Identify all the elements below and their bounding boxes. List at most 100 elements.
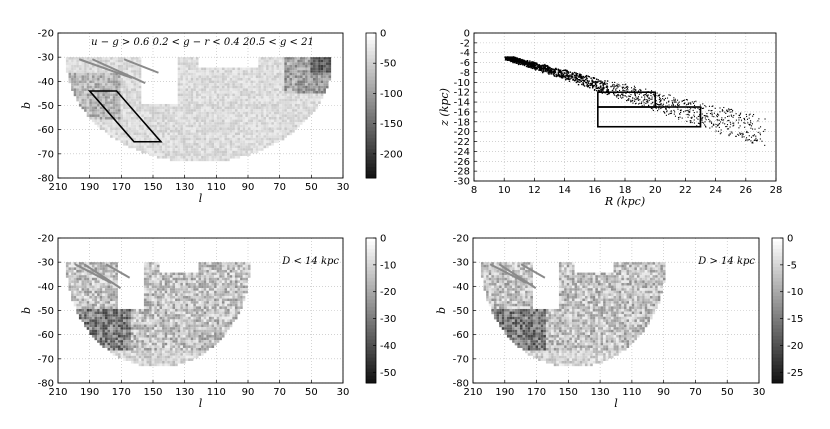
heatmap-cell xyxy=(214,98,217,102)
heatmap-cell xyxy=(94,114,98,117)
scatter-point xyxy=(674,115,677,117)
scatter-point xyxy=(585,77,588,79)
heatmap-cell xyxy=(73,59,77,63)
heatmap-cell xyxy=(263,132,267,136)
heatmap-cell xyxy=(240,77,243,81)
heatmap-cell xyxy=(102,329,105,333)
heatmap-cell xyxy=(245,90,248,94)
heatmap-cell xyxy=(320,59,324,63)
heatmap-cell xyxy=(156,127,160,130)
scatter-point xyxy=(733,122,735,124)
heatmap-cell xyxy=(102,293,105,296)
heatmap-cell xyxy=(91,314,95,317)
heatmap-cell xyxy=(185,109,189,112)
heatmap-cell xyxy=(149,122,152,125)
heatmap-cell xyxy=(175,140,178,143)
heatmap-cell xyxy=(224,158,228,162)
scatter-point xyxy=(562,73,565,76)
heatmap-cell xyxy=(169,129,173,133)
heatmap-cell xyxy=(253,150,256,154)
heatmap-cell xyxy=(99,88,103,91)
heatmap-cell xyxy=(97,124,100,128)
heatmap-cell xyxy=(214,101,217,104)
heatmap-cell xyxy=(76,90,79,94)
heatmap-cell xyxy=(245,93,248,97)
heatmap-cell xyxy=(271,90,274,94)
heatmap-cell xyxy=(240,148,243,151)
heatmap-cell xyxy=(112,75,116,78)
heatmap-cell xyxy=(99,96,103,99)
scatter-point xyxy=(741,136,743,138)
heatmap-cell xyxy=(97,321,100,325)
scatter-point xyxy=(733,114,735,117)
heatmap-cell xyxy=(188,75,191,78)
heatmap-cell xyxy=(266,145,269,149)
heatmap-cell xyxy=(268,103,272,107)
scatter-point xyxy=(674,100,676,102)
heatmap-cell xyxy=(123,96,126,99)
heatmap-cell xyxy=(211,83,215,86)
heatmap-cell xyxy=(190,137,194,141)
scatter-point xyxy=(644,99,646,101)
heatmap-cell xyxy=(237,116,241,120)
heatmap-cell xyxy=(276,93,280,97)
heatmap-cell xyxy=(172,148,176,151)
heatmap-cell xyxy=(102,109,105,112)
heatmap-cell xyxy=(258,137,261,141)
heatmap-cell xyxy=(164,140,168,143)
scatter-point xyxy=(690,102,692,104)
heatmap-cell xyxy=(201,124,204,128)
heatmap-cell xyxy=(271,129,274,133)
scatter-point xyxy=(668,94,670,96)
heatmap-cell xyxy=(286,124,290,128)
scatter-point xyxy=(645,88,647,90)
heatmap-cell xyxy=(185,77,189,81)
scatter-point xyxy=(743,117,745,119)
heatmap-cell xyxy=(201,77,204,81)
heatmap-cell xyxy=(240,83,243,86)
scatter-point xyxy=(505,58,508,60)
heatmap-cell xyxy=(279,90,282,94)
heatmap-cell xyxy=(255,90,259,94)
scatter-point xyxy=(729,121,731,123)
heatmap-cell xyxy=(216,132,220,136)
heatmap-cell xyxy=(318,88,321,91)
heatmap-cell xyxy=(81,64,85,68)
scatter-point xyxy=(756,139,758,141)
scatter-point xyxy=(673,109,675,111)
heatmap-cell xyxy=(154,142,157,146)
heatmap-cell xyxy=(123,90,126,94)
heatmap-cell xyxy=(94,85,98,89)
scatter-point xyxy=(590,84,593,86)
heatmap-cell xyxy=(138,124,142,128)
heatmap-cell xyxy=(279,98,282,102)
heatmap-cell xyxy=(91,324,95,328)
heatmap-cell xyxy=(258,72,261,76)
heatmap-cell xyxy=(78,316,82,320)
heatmap-cell xyxy=(310,64,313,68)
heatmap-cell xyxy=(266,85,269,89)
heatmap-cell xyxy=(229,124,233,128)
scatter-point xyxy=(591,87,594,89)
scatter-point xyxy=(724,117,726,119)
heatmap-cell xyxy=(211,127,215,130)
scatter-point xyxy=(696,111,698,113)
heatmap-cell xyxy=(232,90,235,94)
scatter-point xyxy=(684,110,686,112)
heatmap-cell xyxy=(177,77,181,81)
heatmap-cell xyxy=(146,129,150,133)
heatmap-cell xyxy=(242,83,246,86)
heatmap-cell xyxy=(180,155,183,159)
heatmap-cell xyxy=(78,280,82,283)
heatmap-cell xyxy=(255,132,259,136)
heatmap-cell xyxy=(175,132,178,136)
heatmap-cell xyxy=(247,137,251,141)
scatter-point xyxy=(585,81,587,84)
heatmap-cell xyxy=(234,132,238,136)
scatter-point xyxy=(728,128,730,130)
heatmap-cell xyxy=(123,140,126,143)
heatmap-cell xyxy=(99,119,103,123)
y-tick-label: -2 xyxy=(460,38,470,49)
scatter-point xyxy=(504,56,506,58)
heatmap-cell xyxy=(123,62,126,65)
